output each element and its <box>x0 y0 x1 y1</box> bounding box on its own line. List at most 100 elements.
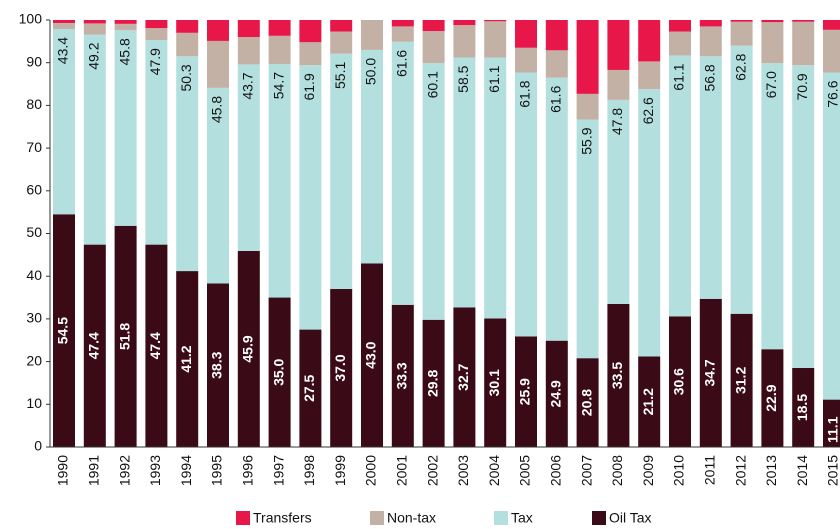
bar-segment <box>730 21 753 46</box>
bar-segment <box>268 63 291 298</box>
bar-segment <box>176 271 199 447</box>
bar-segment <box>823 72 840 400</box>
bar-segment <box>361 20 383 50</box>
oil-label: 47.4 <box>86 332 102 359</box>
legend-swatch <box>592 511 606 525</box>
bar-segment <box>176 56 199 272</box>
bar-segment <box>176 32 199 57</box>
tax-label: 61.1 <box>486 65 502 92</box>
tax-label: 67.0 <box>763 71 779 98</box>
bar-segment <box>576 20 599 94</box>
oil-label: 32.7 <box>455 363 471 390</box>
oil-label: 51.8 <box>116 323 132 350</box>
x-tick-label: 1992 <box>116 455 132 486</box>
bar-segment <box>207 87 229 284</box>
y-tick-label: 60 <box>26 182 42 198</box>
bar-segment <box>453 25 476 58</box>
oil-label: 21.2 <box>640 388 656 415</box>
x-tick-label: 1990 <box>55 455 71 486</box>
bar-segment <box>607 69 630 100</box>
bar-segment <box>699 26 722 57</box>
y-tick-label: 30 <box>26 310 42 326</box>
tax-label: 70.9 <box>794 73 810 100</box>
bar-segment <box>607 99 630 304</box>
oil-label: 41.2 <box>178 345 194 372</box>
bar-segment <box>330 53 353 290</box>
tax-label: 76.6 <box>825 80 840 107</box>
bar-segment <box>453 57 476 308</box>
bar-segment <box>638 89 661 357</box>
x-tick-label: 2006 <box>548 455 564 486</box>
tax-label: 61.9 <box>301 73 317 100</box>
x-tick-label: 1994 <box>178 455 194 486</box>
x-tick-label: 2005 <box>517 455 533 486</box>
bar-segment <box>730 45 753 314</box>
y-tick-label: 70 <box>26 139 42 155</box>
legend-label: Non-tax <box>387 510 436 526</box>
bar-segment <box>515 47 537 73</box>
bar-segment <box>391 26 414 42</box>
bar-segment <box>669 55 691 317</box>
x-tick-label: 2004 <box>486 455 502 486</box>
bar-segment <box>515 72 537 337</box>
bar-segment <box>299 65 322 330</box>
bar-segment <box>361 49 383 264</box>
x-tick-label: 2010 <box>671 455 687 486</box>
x-tick-label: 2000 <box>363 455 379 486</box>
y-tick-label: 80 <box>26 96 42 112</box>
bar-segment <box>299 20 322 43</box>
oil-label: 45.9 <box>240 335 256 362</box>
bar-segment <box>237 37 260 65</box>
x-tick-label: 2015 <box>825 455 840 486</box>
oil-label: 29.8 <box>424 370 440 397</box>
x-tick-label: 2009 <box>640 455 656 486</box>
oil-label: 18.5 <box>794 394 810 421</box>
y-tick-label: 40 <box>26 267 42 283</box>
x-tick-label: 1993 <box>147 455 163 486</box>
bar-segment <box>114 225 137 447</box>
tax-label: 54.7 <box>270 72 286 99</box>
legend-swatch <box>236 511 250 525</box>
legend-swatch <box>494 511 508 525</box>
x-tick-label: 2003 <box>455 455 471 486</box>
x-tick-label: 1996 <box>240 455 256 486</box>
bar-segment <box>453 20 476 26</box>
bar-segment <box>114 30 137 226</box>
bar-segment <box>330 289 353 447</box>
y-tick-label: 10 <box>26 395 42 411</box>
bar-segment <box>699 56 722 299</box>
x-tick-label: 2007 <box>578 455 594 486</box>
bar-segment <box>207 40 229 88</box>
x-tick-label: 2013 <box>763 455 779 486</box>
oil-label: 24.9 <box>548 380 564 407</box>
oil-label: 27.5 <box>301 374 317 401</box>
bar-segment <box>792 65 815 369</box>
bar-segment <box>145 20 168 29</box>
tax-label: 50.0 <box>363 58 379 85</box>
bar-segment <box>361 263 383 447</box>
x-tick-label: 1999 <box>332 455 348 486</box>
tax-label: 60.1 <box>424 71 440 98</box>
bar-segment <box>422 31 445 64</box>
x-tick-label: 1991 <box>86 455 102 486</box>
oil-label: 22.9 <box>763 384 779 411</box>
x-tick-label: 2011 <box>702 455 718 485</box>
bar-segment <box>515 20 537 48</box>
bar-segment <box>237 20 260 38</box>
bar-segment <box>83 23 106 35</box>
bar-segment <box>669 20 691 32</box>
bar-segment <box>545 20 568 51</box>
bar-segment <box>53 28 75 215</box>
y-tick-label: 50 <box>26 224 42 240</box>
oil-label: 31.2 <box>732 367 748 394</box>
oil-label: 11.1 <box>825 416 840 443</box>
x-tick-label: 2002 <box>424 455 440 486</box>
bar-segment <box>730 313 753 447</box>
legend-label: Oil Tax <box>609 510 652 526</box>
bar-segment <box>699 20 722 27</box>
bar-segment <box>83 34 106 245</box>
bar-segment <box>391 41 414 305</box>
bar-segment <box>607 303 630 447</box>
bar-segment <box>453 307 476 447</box>
